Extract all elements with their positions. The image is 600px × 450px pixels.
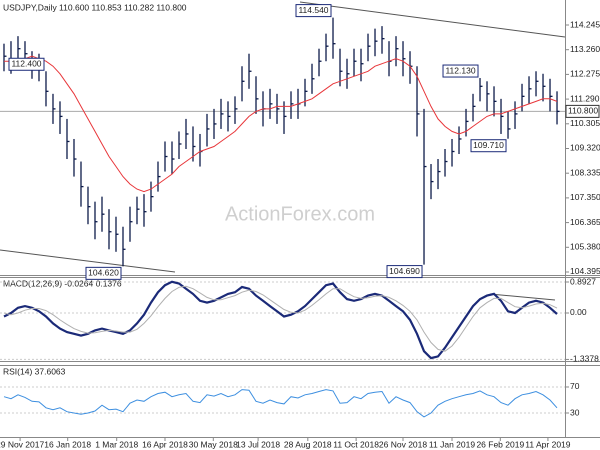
y-tick-label: 70	[570, 381, 580, 391]
panel-title: RSI(14) 37.6063	[3, 366, 66, 376]
y-tick-label: -1.3378	[570, 354, 599, 364]
x-tick-label: 29 Nov 2017	[0, 439, 44, 449]
annotation-box	[85, 266, 122, 280]
y-tick-label: 107.350	[570, 192, 600, 202]
x-tick-label: 28 Aug 2018	[284, 439, 332, 449]
y-tick-label: 104.395	[570, 266, 600, 276]
y-tick-label: 106.365	[570, 217, 600, 227]
y-tick-label: 114.245	[570, 19, 600, 29]
x-tick-label: 30 May 2018	[189, 439, 238, 449]
series-line	[3, 285, 558, 352]
y-tick-label: 0.00	[570, 307, 587, 317]
annotation-box	[442, 64, 479, 78]
annotation-box	[8, 57, 45, 71]
series-line	[3, 389, 558, 418]
y-tick-label: 109.320	[570, 143, 600, 153]
annotation-label: 104.690	[389, 266, 420, 276]
x-tick-label: 1 Mar 2018	[95, 439, 138, 449]
x-tick-label: 11 Oct 2018	[333, 439, 379, 449]
series-line	[3, 280, 558, 360]
x-tick-label: 16 Apr 2018	[142, 439, 188, 449]
annotation-box	[295, 4, 332, 18]
annotation-label: 114.540	[298, 5, 328, 15]
x-tick-label: 26 Feb 2019	[476, 439, 524, 449]
y-tick-label: 111.290	[570, 93, 600, 103]
last-price-tag	[565, 104, 600, 118]
y-tick-label: 108.335	[570, 167, 600, 177]
x-tick-label: 11 Apr 2019	[525, 439, 570, 449]
watermark: ActionForex.com	[225, 203, 375, 225]
annotation-box	[386, 265, 423, 279]
annotation-label: 112.130	[445, 65, 475, 75]
y-tick-label: 112.275	[570, 69, 600, 79]
chart-title: USDJPY,Daily 110.600 110.853 110.282 110…	[3, 2, 187, 12]
x-tick-label: 11 Jan 2019	[429, 439, 475, 449]
y-tick-label: 30	[570, 407, 580, 417]
x-tick-label: 16 Jan 2018	[44, 439, 91, 449]
annotation-label: 104.620	[88, 268, 119, 278]
annotation-label: 112.400	[11, 59, 41, 69]
y-tick-label: 113.260	[570, 44, 600, 54]
trend-line	[489, 293, 556, 301]
series-line	[4, 55, 558, 193]
y-tick-label: 110.305	[570, 118, 600, 128]
y-tick-label: 105.380	[570, 242, 600, 252]
y-tick-label: 0.8927	[570, 276, 596, 286]
trend-line	[299, 1, 566, 38]
x-tick-label: 13 Jul 2018	[236, 439, 280, 449]
x-tick-label: 26 Nov 2018	[379, 439, 427, 449]
trend-line	[0, 249, 176, 273]
panel-title: MACD(12,26,9) -0.0264 0.1376	[3, 278, 122, 288]
last-price-label: 110.800	[568, 106, 598, 116]
annotation-label: 109.710	[473, 140, 504, 150]
annotation-box	[470, 139, 507, 153]
